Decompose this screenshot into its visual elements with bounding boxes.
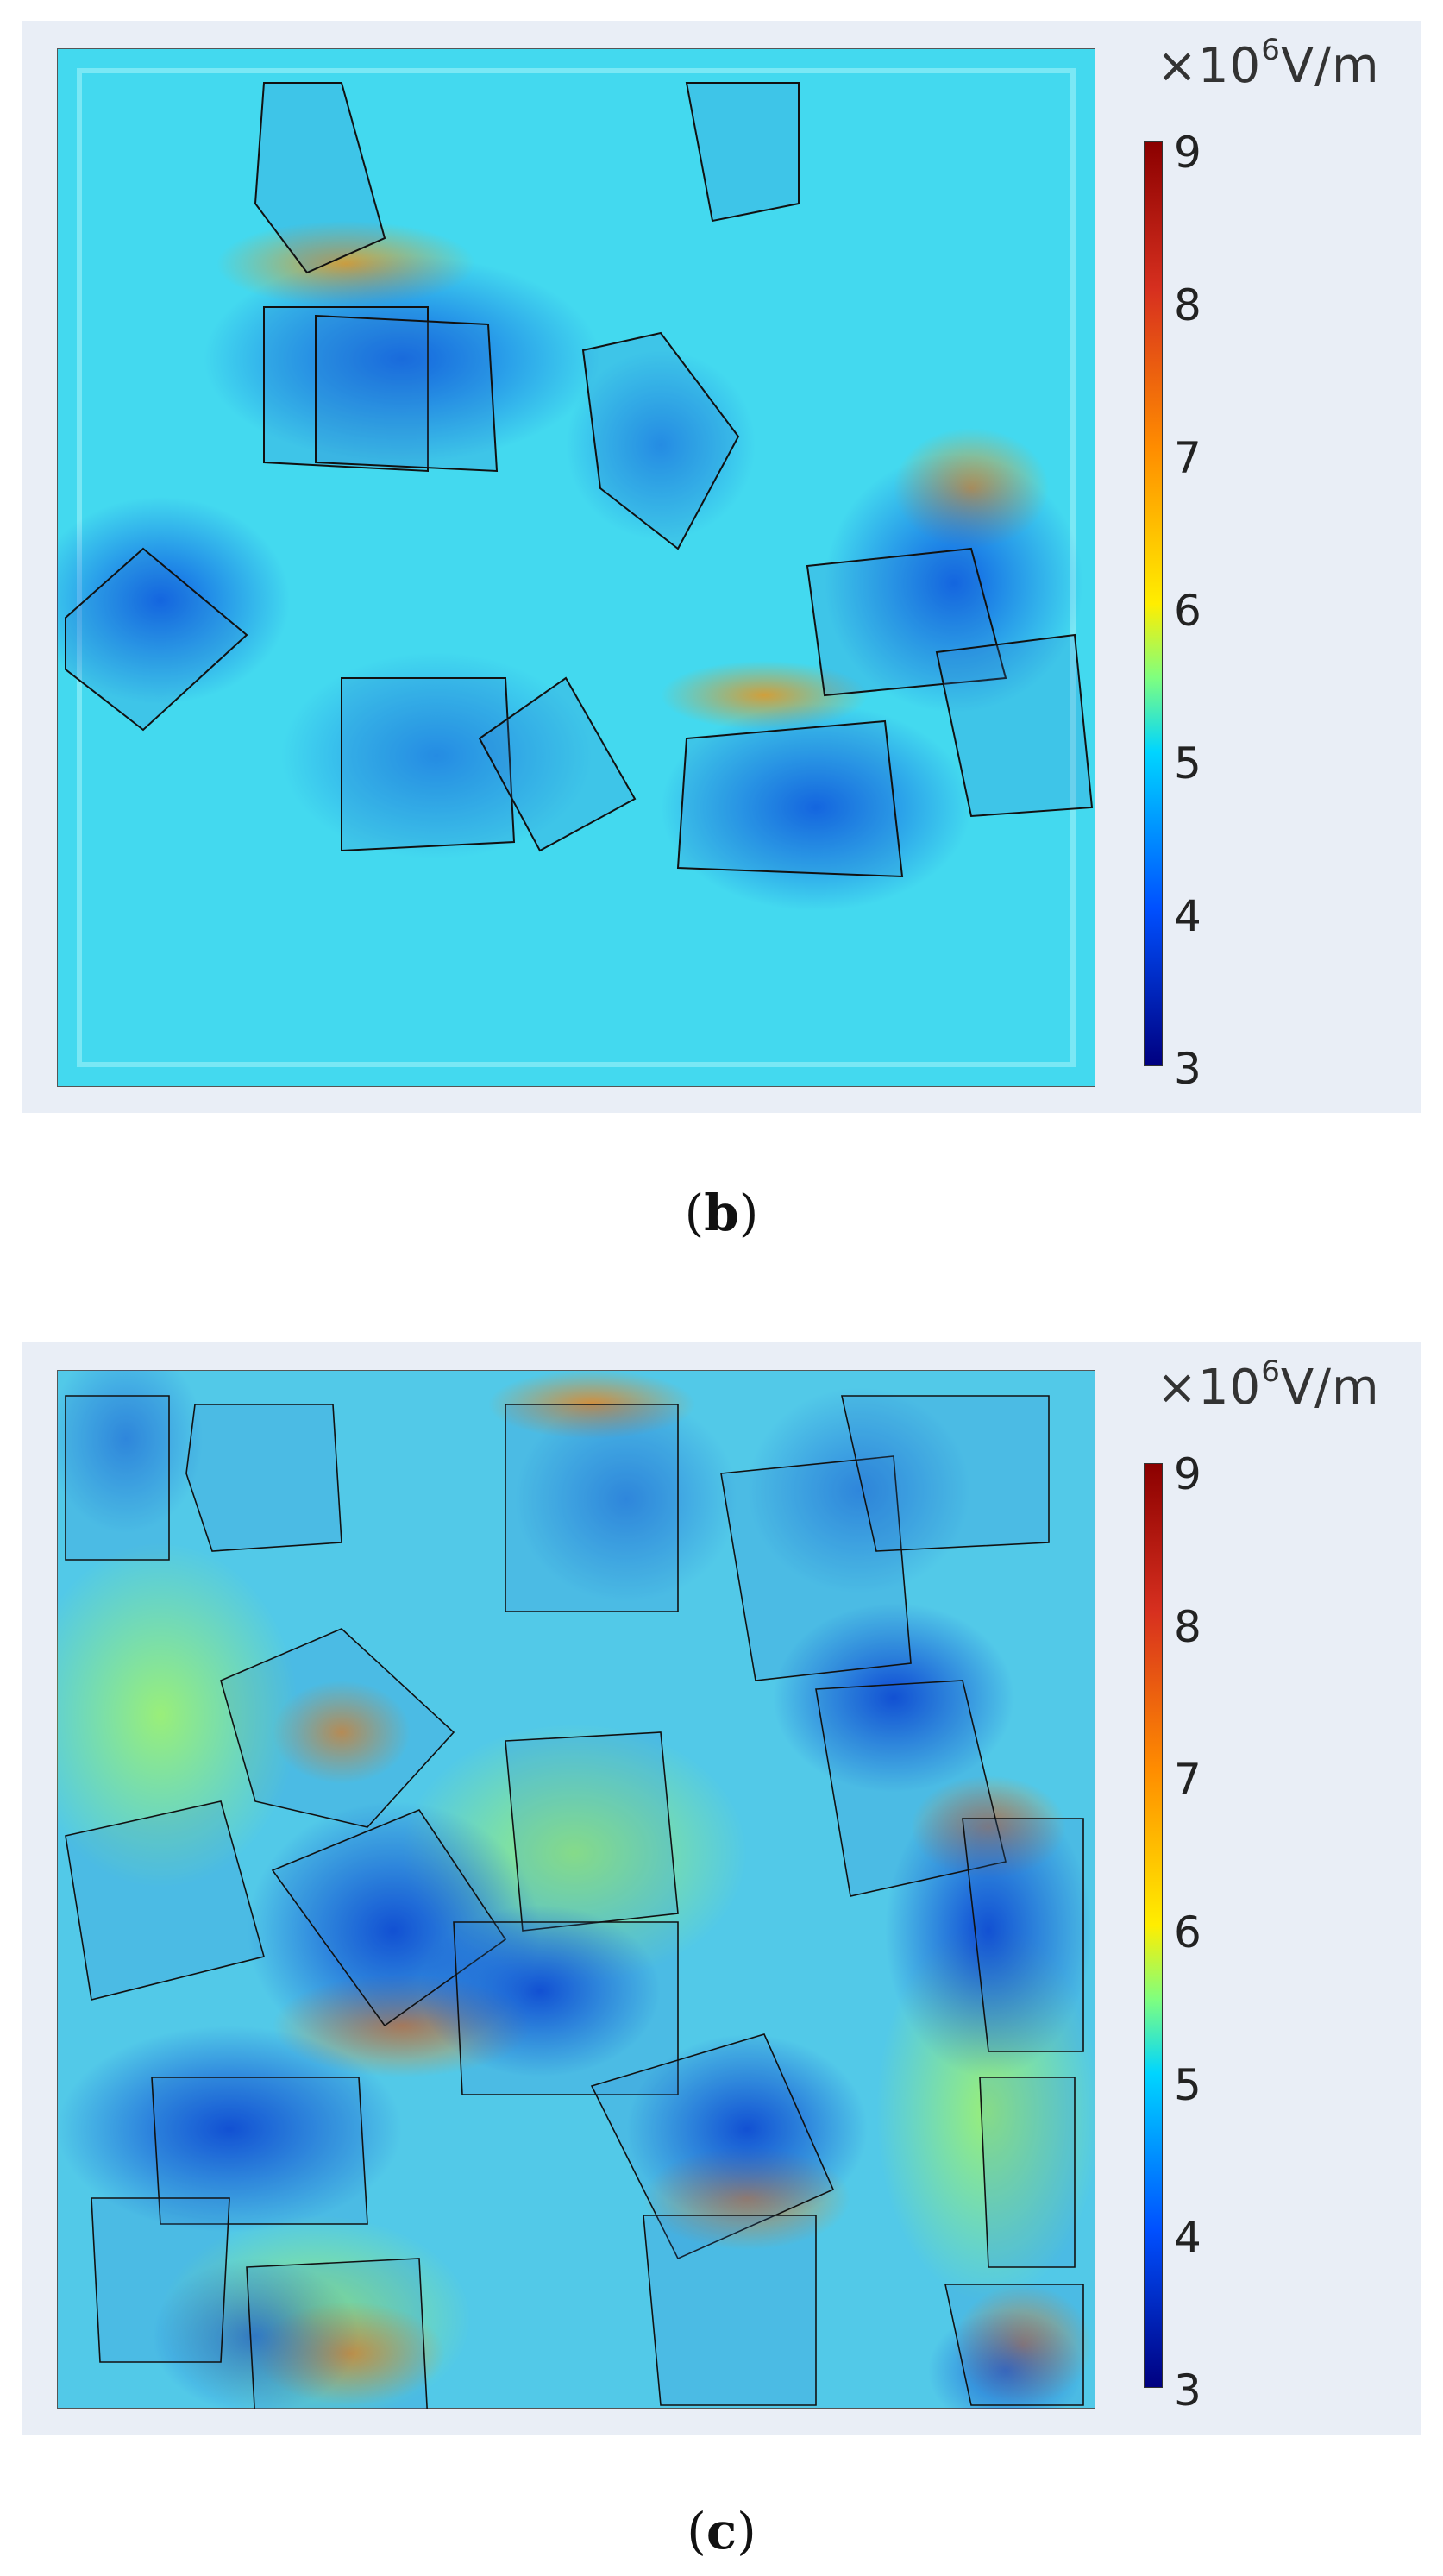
colorbar-tick: 7 [1174, 433, 1201, 483]
colorbar-unit-label: ×106V/m [1157, 33, 1380, 94]
low-field-region [661, 704, 971, 911]
field-map-svg-b [57, 48, 1095, 1087]
colorbar-tick: 6 [1174, 1907, 1201, 1957]
field-map-c [57, 1370, 1095, 2409]
field-plot-panel-c: ×106V/m 9 8 7 6 5 4 3 [22, 1342, 1421, 2435]
mid-field-region [57, 1542, 298, 1888]
colorbar-tick: 5 [1174, 2060, 1201, 2110]
colorbar-tick: 6 [1174, 586, 1201, 636]
colorbar-tick: 3 [1174, 1044, 1201, 1094]
panel-caption-b: (b) [684, 1184, 759, 1242]
colorbar-tick: 9 [1174, 1449, 1201, 1499]
colorbar-tick: 4 [1174, 2213, 1201, 2263]
low-field-region [152, 2259, 359, 2409]
colorbar [1144, 1463, 1163, 2388]
low-field-region [825, 454, 1083, 713]
colorbar [1144, 141, 1163, 1066]
colorbar-tick: 5 [1174, 738, 1201, 789]
colorbar-tick: 8 [1174, 1602, 1201, 1652]
particle-wireframes [65, 1395, 1084, 2409]
colorbar-tick: 3 [1174, 2366, 1201, 2416]
colorbar-tick: 8 [1174, 280, 1201, 330]
low-field-region [747, 1387, 971, 1594]
low-field-region [57, 497, 290, 704]
low-field-region [885, 1784, 1092, 2077]
low-field-region [57, 1370, 204, 1534]
low-field-region [514, 1396, 738, 1603]
colorbar-tick: 9 [1174, 128, 1201, 178]
low-field-region [626, 2034, 868, 2224]
low-field-region [419, 1905, 661, 2077]
field-map-b [57, 48, 1095, 1087]
field-plot-panel-b: ×106V/m 9 8 7 6 5 4 3 [22, 21, 1421, 1113]
field-map-svg-c [57, 1370, 1095, 2409]
low-field-region [281, 652, 592, 859]
panel-caption-c: (c) [687, 2502, 756, 2560]
low-field-region [773, 1603, 1014, 1793]
colorbar-tick: 4 [1174, 891, 1201, 941]
colorbar-unit-label: ×106V/m [1157, 1354, 1380, 1416]
particle-wireframes [65, 82, 1094, 878]
high-field-region [273, 1681, 411, 1784]
colorbar-tick: 7 [1174, 1755, 1201, 1805]
